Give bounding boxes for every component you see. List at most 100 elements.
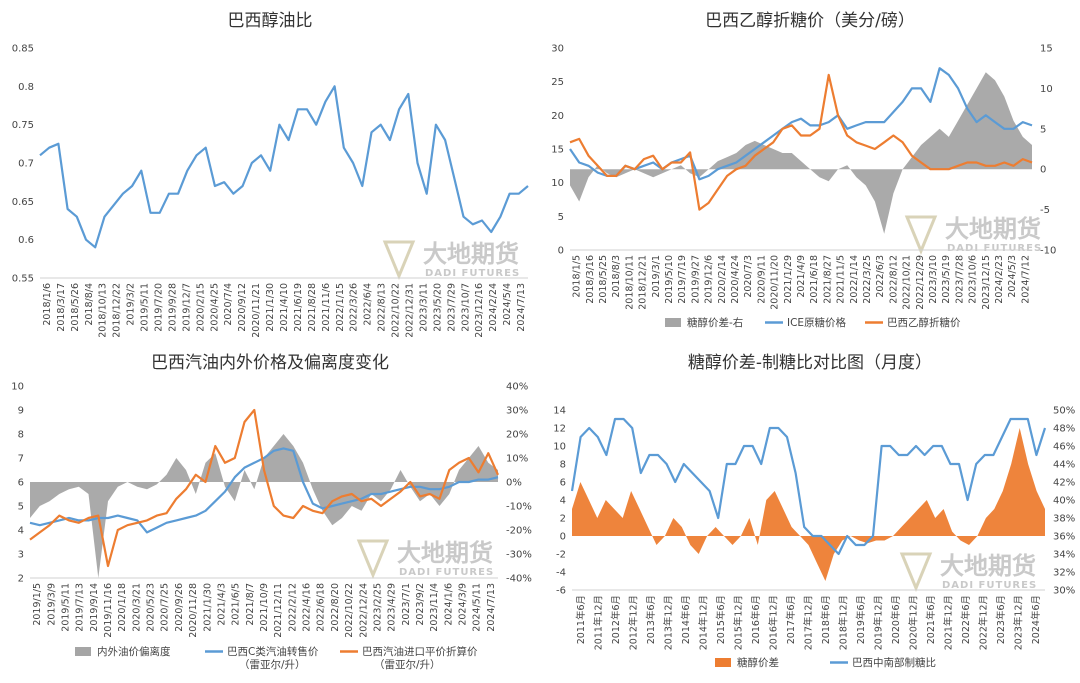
x-tick-label: 2021/6/18 [809,255,820,304]
x-tick-label: 2019/3/2 [126,283,137,326]
x-tick-label: 2024/7/13 [516,283,527,332]
y-tick-label: 7 [18,454,24,465]
y2-tick-label: 40% [506,382,528,393]
x-tick-label: 2012年6月 [610,595,622,644]
series-line-0 [39,85,529,249]
legend-label: 巴西中南部制糖比 [852,656,936,669]
chart-title: 巴西醇油比 [228,11,313,31]
x-tick-label: 2019/9/28 [167,283,178,332]
legend-label: 巴西汽油进口平价折算价（雷亚尔/升） [362,645,478,671]
x-tick-label: 2011年6月 [575,595,587,644]
x-tick-label: 2022年6月 [960,595,972,644]
x-tick-label: 2023/3/10 [928,255,939,304]
x-tick-label: 2021/8/27 [822,255,833,304]
x-tick-label: 2022/6/3 [875,255,886,298]
y2-tick-label: 32% [1053,568,1075,579]
y-tick-label: 2 [18,574,24,585]
y2-tick-label: 5 [1040,124,1046,135]
x-tick-label: 2021/8/7 [245,583,256,626]
chart-ethanol-gasoline-ratio: 巴西醇油比 大地期货 DADI FUTURES 0.55 0.6 0.65 0.7 0.… [12,11,529,338]
x-tick-label: 2023/10/6 [968,255,979,304]
dadi-logo-icon [382,240,416,280]
y2-tick-label: 48% [1053,424,1075,435]
x-tick-label: 2018年6月 [820,595,832,644]
series-area-0 [570,72,1032,234]
y-tick-label: 0.8 [18,82,34,93]
y2-tick-label: 10 [1040,84,1053,95]
x-tick-label: 2024/5/11 [472,583,483,632]
watermark-cn: 大地期货 [940,552,1036,580]
x-tick-label: 2020/1/18 [117,583,128,632]
y-tick-label: 6 [560,478,566,489]
series-area-0 [572,428,1045,581]
y-tick-label: 14 [553,406,566,417]
x-tick-label: 2011年12月 [592,595,604,650]
x-tick-label: 2023/9/2 [415,583,426,626]
x-tick-label: 2018年12月 [838,595,850,650]
x-tick-label: 2013年6月 [645,595,657,644]
y-tick-label: 30 [551,44,564,55]
x-tick-label: 2018/10/11 [624,255,635,310]
watermark: 大地期货 DADI FUTURES [356,539,494,579]
x-tick-label: 2019/3/9 [46,583,57,626]
watermark: 大地期货 DADI FUTURES [899,552,1036,592]
y2-tick-label: -10 [1040,246,1056,257]
y-tick-label: 0.85 [12,44,34,55]
x-tick-label: 2022/8/20 [330,583,341,632]
x-tick-label: 2021/1/29 [783,255,794,304]
x-tick-label: 2024/7/12 [1020,255,1031,304]
watermark-en: DADI FUTURES [399,567,494,578]
x-tick-label: 2022/6/4 [363,283,374,326]
legend-label: 糖醇价差 [737,656,779,669]
x-tick-label: 2022年12月 [978,595,990,650]
series-line-2 [569,73,1033,211]
x-tick-label: 2024年6月 [1030,595,1042,644]
y2-tick-label: -10% [506,502,532,513]
y2-tick-label: -5 [1040,205,1050,216]
x-tick-label: 2022/10/22 [391,283,402,338]
x-tick-label: 2015年12月 [732,595,744,650]
chart-title: 巴西汽油内外价格及偏离度变化 [151,353,389,373]
y-tick-label: -4 [556,568,566,579]
x-tick-label: 2013年12月 [662,595,674,650]
x-tick-label: 2022/10/21 [902,255,913,310]
y2-tick-label: 10% [506,454,528,465]
x-tick-label: 2021/4/3 [216,583,227,626]
x-tick-label: 2021/1/30 [202,583,213,632]
x-tick-label: 2020/4/25 [209,283,220,332]
x-tick-label: 2022/2/12 [287,583,298,632]
x-tick-label: 2016年6月 [750,595,762,644]
x-tick-label: 2017年6月 [785,595,797,644]
dadi-logo-icon [356,539,390,579]
x-tick-label: 2020/11/20 [770,255,781,310]
x-tick-label: 2023/5/19 [941,255,952,304]
x-tick-label: 2018/8/3 [611,255,622,298]
x-tick-label: 2020/4/24 [730,255,741,304]
x-tick-label: 2020/7/4 [223,283,234,326]
y-tick-label: 0.6 [18,235,34,246]
legend-swatch [75,647,91,656]
chart-ethanol-sugar-equivalent: 巴西乙醇折糖价（美分/磅） 大地期货 DADI FUTURES 0 5 10 15 20… [551,11,1056,329]
legend-label: 巴西C类汽油转售价（雷亚尔/升） [227,645,319,671]
series-line-1 [29,447,499,534]
x-tick-label: 2019年6月 [855,595,867,644]
y2-tick-label: 36% [1053,532,1075,543]
x-tick-label: 2019/9/14 [89,583,100,632]
x-tick-label: 2020/9/11 [756,255,767,304]
x-tick-label: 2019/9/27 [690,255,701,304]
x-tick-label: 2021年6月 [925,595,937,644]
x-tick-label: 2022/10/22 [344,583,355,638]
y2-tick-label: 0 [1040,165,1046,176]
x-tick-label: 2018/1/5 [572,255,583,298]
y-tick-label: 0.65 [12,197,34,208]
x-tick-label: 2014年12月 [697,595,709,650]
y2-tick-label: 30% [1053,586,1075,597]
x-tick-label: 2020/7/25 [160,583,171,632]
x-tick-label: 2020/5/23 [146,583,157,632]
y-tick-label: -2 [556,550,566,561]
x-tick-label: 2019/5/10 [664,255,675,304]
x-tick-label: 2019/7/13 [75,583,86,632]
y2-tick-label: 44% [1053,460,1075,471]
x-tick-label: 2020/11/28 [188,583,199,638]
x-tick-label: 2024/7/13 [486,583,497,632]
